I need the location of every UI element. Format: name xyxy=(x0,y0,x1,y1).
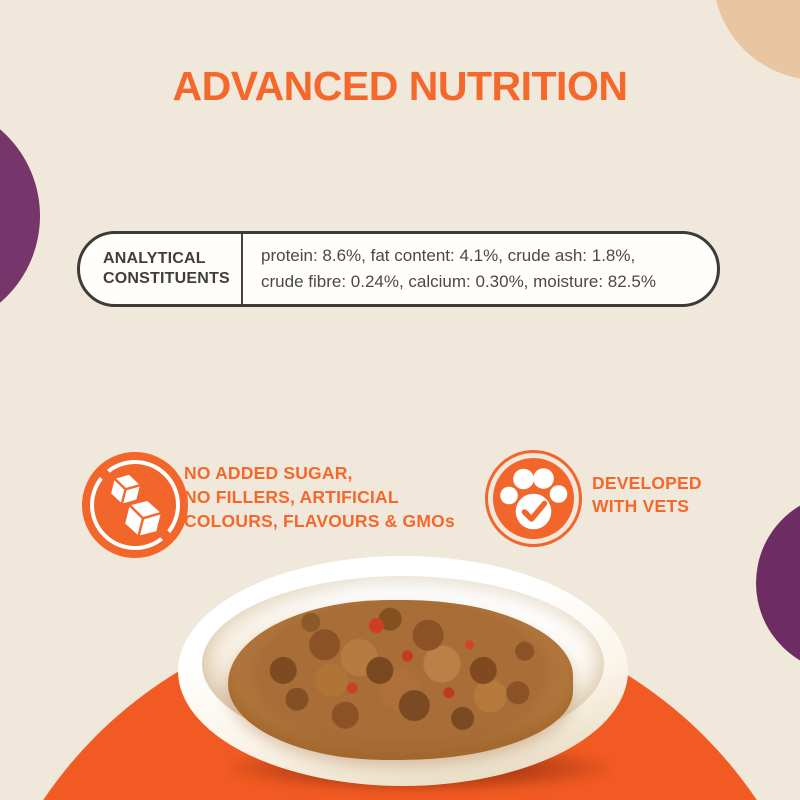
decorative-purple-circle-bottom-right xyxy=(756,493,800,673)
label-line-1: ANALYTICAL xyxy=(103,250,206,267)
no-added-sugar-icon xyxy=(82,452,188,558)
food-plate xyxy=(178,556,628,786)
sugar-caption-line-3: COLOURS, FLAVOURS & GMOs xyxy=(184,511,455,531)
sugar-caption-line-1: NO ADDED SUGAR, xyxy=(184,463,353,483)
page-title: ADVANCED NUTRITION xyxy=(172,63,628,109)
vets-caption-line-2: WITH VETS xyxy=(592,496,690,516)
decorative-purple-circle-left xyxy=(0,102,40,330)
label-line-2: CONSTITUENTS xyxy=(103,270,230,287)
analytical-constituents-box: ANALYTICAL CONSTITUENTS protein: 8.6%, f… xyxy=(77,231,720,307)
analytical-constituents-label: ANALYTICAL CONSTITUENTS xyxy=(80,234,243,304)
developed-with-vets-caption: DEVELOPED WITH VETS xyxy=(592,472,702,518)
analytical-constituents-values: protein: 8.6%, fat content: 4.1%, crude … xyxy=(243,234,717,304)
paw-check-icon xyxy=(485,450,582,547)
values-line-1: protein: 8.6%, fat content: 4.1%, crude … xyxy=(261,246,636,265)
vets-caption-line-1: DEVELOPED xyxy=(592,473,702,493)
values-line-2: crude fibre: 0.24%, calcium: 0.30%, mois… xyxy=(261,272,656,291)
sugar-caption-line-2: NO FILLERS, ARTIFICIAL xyxy=(184,487,399,507)
no-added-sugar-caption: NO ADDED SUGAR, NO FILLERS, ARTIFICIAL C… xyxy=(184,461,455,533)
pet-food-chunks xyxy=(228,600,573,760)
